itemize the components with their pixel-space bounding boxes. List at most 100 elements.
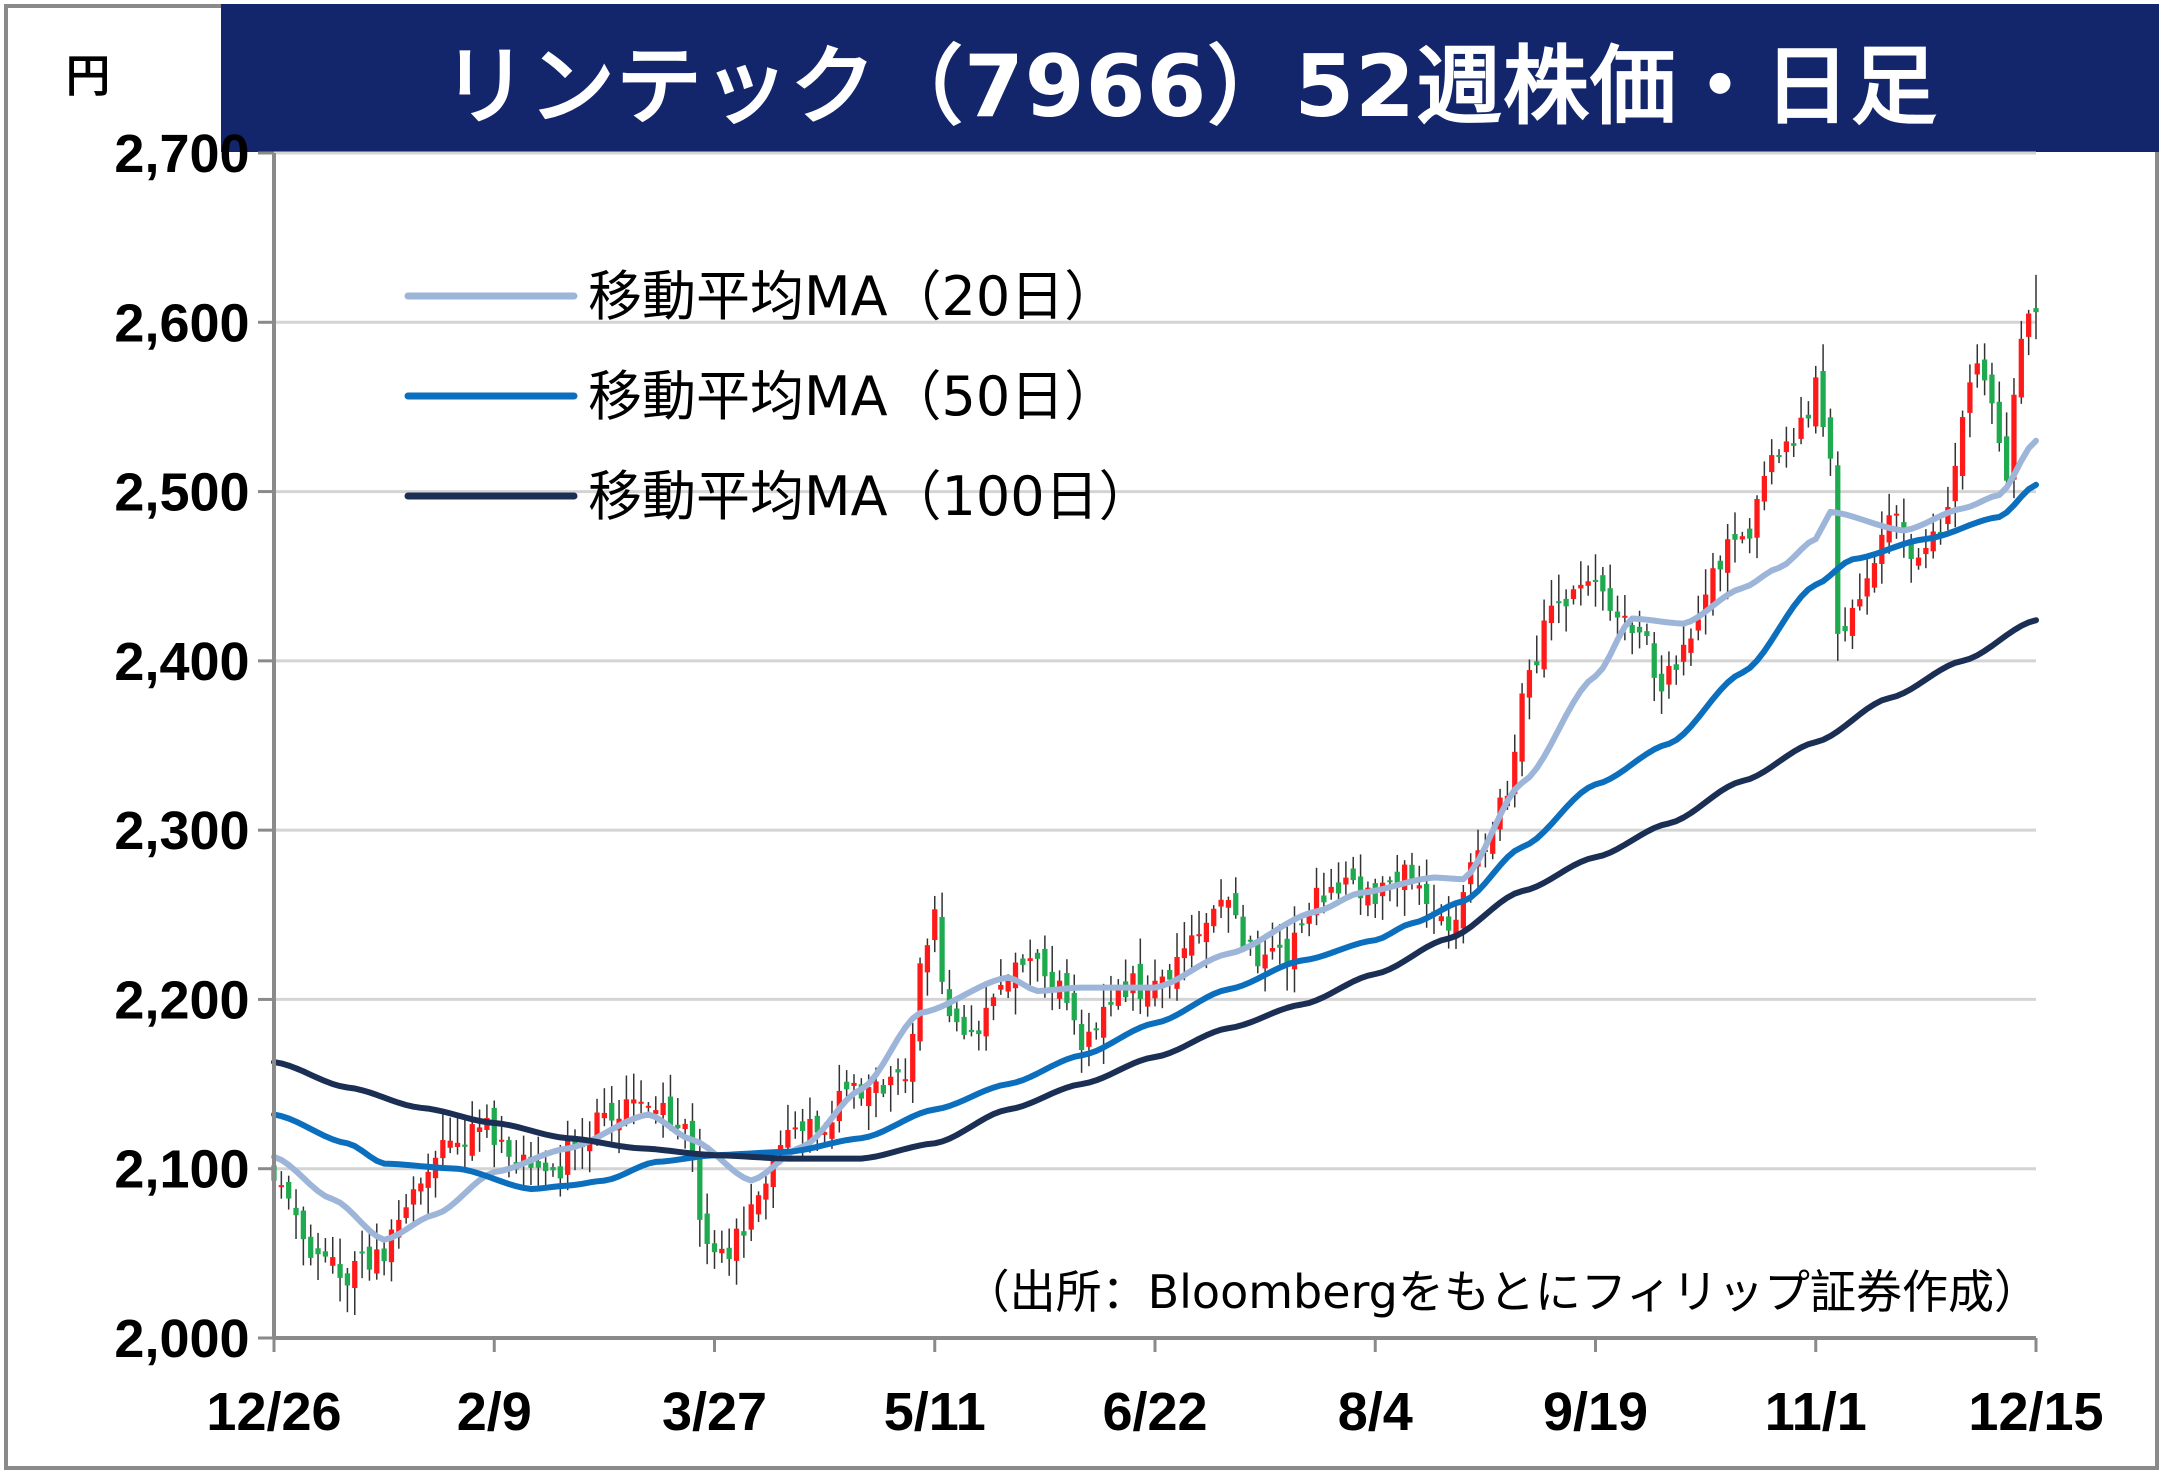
candle — [932, 895, 938, 953]
y-axis-ticks: 2,000 2,100 2,200 2,300 2,400 2,500 2,600 2,700 — [114, 124, 249, 1369]
candle — [403, 1194, 409, 1224]
candle — [491, 1100, 497, 1168]
candle-body — [1967, 382, 1973, 413]
candle — [1827, 408, 1834, 476]
candle-body — [330, 1257, 336, 1266]
candle-body — [917, 963, 923, 1042]
candle — [330, 1236, 336, 1274]
candle-body — [1350, 868, 1356, 881]
candle-body — [315, 1248, 321, 1255]
x-tick-label: 12/15 — [1968, 1382, 2103, 1442]
candle — [1798, 396, 1804, 445]
candle — [888, 1066, 894, 1112]
candle — [1020, 954, 1026, 973]
candle-body — [2026, 313, 2032, 337]
candle — [1805, 401, 1812, 428]
candle-body — [954, 1008, 960, 1023]
candle-body — [1233, 893, 1239, 916]
candle — [667, 1074, 674, 1131]
candle — [344, 1267, 351, 1313]
candle-body — [1159, 976, 1165, 987]
candle-body — [1769, 455, 1775, 473]
candle — [462, 1120, 468, 1168]
x-tick-label: 12/26 — [206, 1382, 341, 1442]
candle — [2033, 274, 2039, 340]
candle — [1996, 381, 2002, 452]
candle-body — [1225, 900, 1232, 908]
candle-body — [2004, 436, 2010, 481]
candle-body — [1130, 973, 1136, 994]
candle-body — [1739, 536, 1745, 540]
candle — [726, 1228, 732, 1276]
candle — [792, 1111, 798, 1139]
ma20-line — [271, 437, 2039, 1243]
candle — [763, 1173, 769, 1220]
candle-body — [543, 1162, 549, 1172]
candle — [1981, 343, 1988, 396]
candle-body — [866, 1087, 872, 1107]
candle-body — [425, 1171, 431, 1188]
candle-body — [998, 984, 1004, 990]
y-tick-label: 2,300 — [114, 801, 249, 861]
candle-body — [609, 1102, 615, 1121]
candle-body — [381, 1248, 387, 1262]
candle-body — [1012, 962, 1019, 989]
candle — [315, 1232, 321, 1280]
legend-item-ma100: 移動平均MA（100日） — [404, 465, 1153, 528]
candle — [1211, 905, 1217, 933]
candle — [836, 1064, 842, 1133]
candle — [1629, 618, 1635, 655]
candle-body — [1607, 588, 1613, 611]
candle-body — [910, 1033, 916, 1082]
candle — [476, 1109, 483, 1152]
candle-body — [366, 1246, 373, 1270]
candle — [300, 1206, 306, 1266]
candle — [1893, 505, 1900, 539]
candle — [697, 1128, 703, 1247]
candle-body — [1181, 948, 1187, 959]
candle-body — [2033, 308, 2039, 313]
candle — [1269, 922, 1276, 960]
candle-body — [520, 1154, 527, 1166]
candle-body — [396, 1219, 402, 1238]
candle — [308, 1224, 314, 1266]
candle-body — [1871, 563, 1878, 588]
candle-body — [711, 1243, 718, 1253]
candle — [1240, 904, 1246, 952]
candle-body — [1959, 417, 1966, 477]
candle — [1034, 949, 1041, 982]
candle — [1064, 959, 1070, 1011]
candle-body — [447, 1140, 453, 1148]
candle-body — [1989, 374, 1995, 404]
candle-body — [550, 1167, 556, 1171]
candle-body — [799, 1121, 806, 1132]
candle-body — [1306, 915, 1312, 924]
candle-body — [1923, 547, 1929, 555]
candle-body — [638, 1101, 644, 1104]
candle — [1335, 862, 1342, 904]
candle-body — [1145, 989, 1151, 1007]
candle — [1534, 635, 1540, 674]
candle-body — [1291, 932, 1298, 970]
candle — [1835, 451, 1841, 661]
candle-body — [1695, 619, 1701, 631]
candle-body — [1842, 626, 1848, 632]
candle-body — [961, 1016, 967, 1035]
candle — [601, 1088, 608, 1127]
candle — [638, 1080, 644, 1118]
candle-body — [1343, 877, 1349, 885]
candle-body — [1335, 882, 1342, 894]
candle-body — [469, 1124, 475, 1156]
candle — [895, 1058, 901, 1095]
y-tick-label: 2,200 — [114, 970, 249, 1030]
candle — [1578, 561, 1584, 606]
candle-body — [726, 1247, 732, 1259]
candle-body — [719, 1248, 725, 1254]
candle-body — [1996, 401, 2002, 444]
candle — [381, 1241, 387, 1276]
source-note: （出所：Bloombergをもとにフィリップ証券作成） — [964, 1265, 2040, 1319]
candle-body — [1548, 605, 1555, 624]
candle — [1644, 623, 1650, 645]
candle-body — [755, 1195, 762, 1215]
